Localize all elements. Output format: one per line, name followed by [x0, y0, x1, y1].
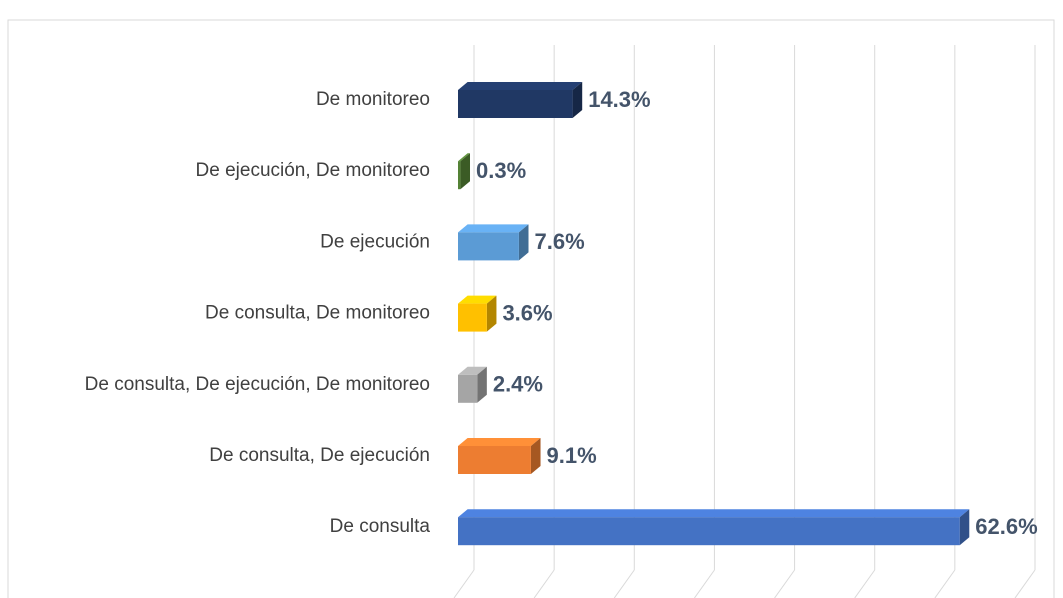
data-label: 2.4%: [493, 372, 543, 397]
grid-floor-line: [453, 569, 475, 598]
bar-front-face: [458, 232, 519, 261]
bar: [458, 153, 471, 190]
y-tick-label: De monitoreo: [316, 89, 430, 110]
bar-front-face: [458, 303, 487, 332]
bar-side-face: [477, 366, 487, 403]
data-label: 7.6%: [535, 229, 585, 254]
data-label: 14.3%: [588, 87, 650, 112]
grid-floor-line: [694, 569, 715, 598]
bar-top-face: [458, 509, 970, 518]
grid-floor-line: [533, 569, 555, 598]
data-label: 3.6%: [502, 300, 552, 325]
bar: [458, 224, 529, 261]
bar: [458, 295, 497, 332]
grid-floor-line: [774, 569, 795, 598]
bar-front-face: [458, 374, 478, 403]
bar-top-face: [458, 438, 541, 446]
grid-floor-line: [854, 569, 876, 598]
y-tick-label: De ejecución, De monitoreo: [196, 160, 430, 181]
bar-front-face: [458, 446, 531, 474]
bar-side-face: [486, 295, 497, 332]
bar-top-face: [458, 366, 487, 375]
bar-front-face: [458, 517, 960, 546]
y-tick-label: De consulta, De ejecución, De monitoreo: [85, 374, 430, 395]
bar-top-face: [458, 224, 529, 233]
bar: [458, 509, 970, 546]
data-label: 0.3%: [476, 158, 526, 183]
bar: [458, 438, 541, 474]
bar-top-face: [458, 82, 583, 90]
y-tick-label: De ejecución: [320, 231, 430, 252]
bar: [458, 82, 583, 118]
bar-top-face: [458, 295, 497, 304]
data-label: 9.1%: [547, 443, 597, 468]
bar-front-face: [458, 90, 573, 118]
bar: [458, 366, 487, 403]
bar-side-face: [518, 224, 529, 261]
chart-frame: [7, 19, 1055, 598]
y-tick-label: De consulta, De monitoreo: [205, 303, 430, 324]
data-label: 62.6%: [975, 514, 1037, 539]
bar-side-face: [460, 153, 471, 190]
bar-front-face: [458, 161, 461, 190]
bar-side-face: [959, 509, 970, 546]
bar-side-face: [572, 82, 583, 118]
bar-top-face: [458, 153, 471, 162]
y-tick-label: De consulta: [330, 516, 431, 537]
bar-side-face: [530, 438, 541, 474]
grid-floor-line: [934, 569, 956, 598]
grid-floor-line: [613, 569, 635, 598]
grid-floor-line: [1014, 569, 1036, 598]
y-tick-label: De consulta, De ejecución: [209, 445, 430, 466]
